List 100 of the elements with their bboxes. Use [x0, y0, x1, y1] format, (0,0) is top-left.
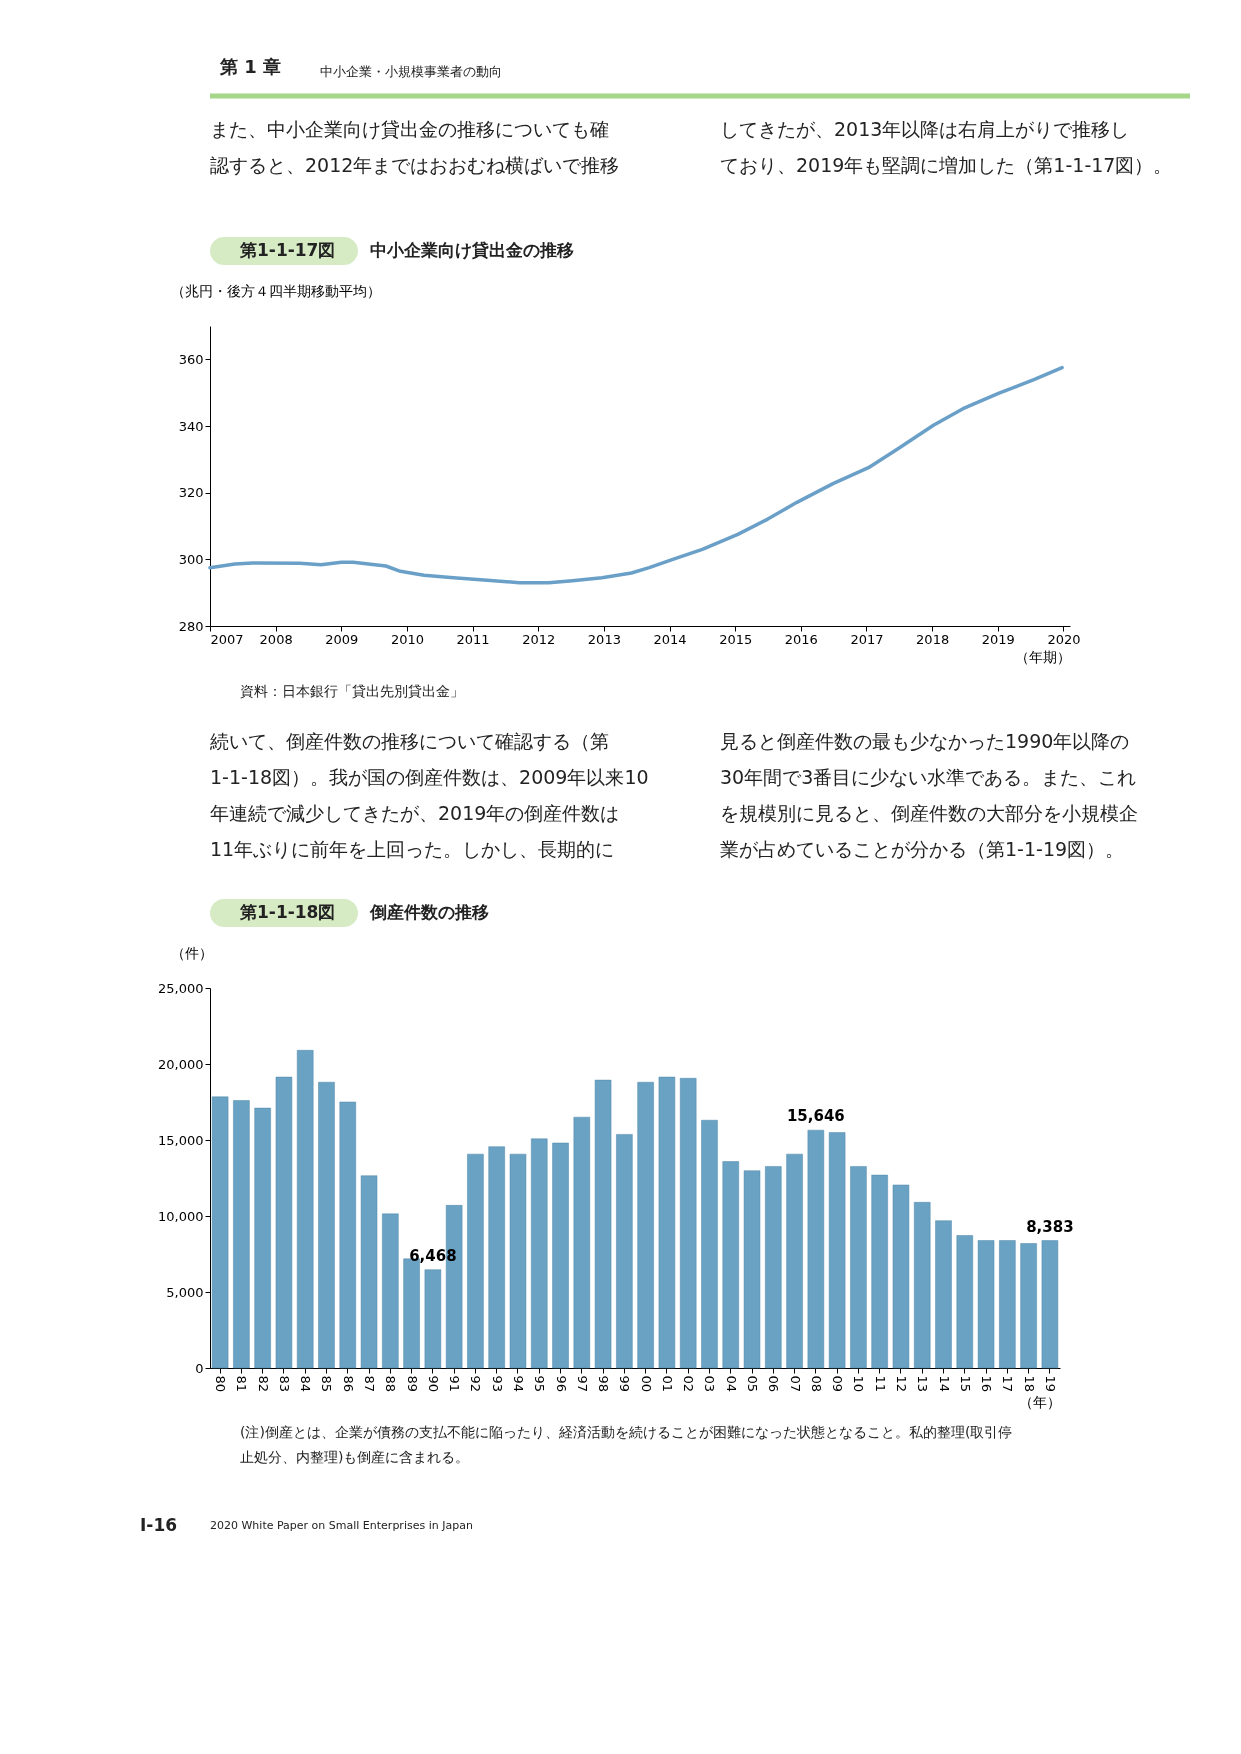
text: 中小企業・小規模事業者の動向 [320, 64, 502, 79]
bar [828, 1132, 846, 1369]
text: 認すると、2012年まではおおむね横ばいで推移 [210, 154, 620, 176]
text: を規模別に見ると、倒産件数の大部分を小規模企 [720, 802, 1138, 824]
y-tick-label: 25,000 [158, 980, 204, 996]
x-tick-label: 82 [255, 1375, 271, 1393]
text: 年連続で減少してきたが、2019年の倒産件数は [210, 802, 620, 824]
y-axis-title: （件） [170, 944, 213, 961]
bar [807, 1129, 825, 1369]
x-tick-label: 99 [617, 1375, 633, 1393]
bar [488, 1146, 505, 1369]
bar [233, 1100, 250, 1369]
text: (注)倒産とは、企業が債務の支払不能に陥ったり、経済活動を続けることが困難になった状態となること。私的整理(取引停 [240, 1424, 1013, 1440]
y-tick-label: 15,000 [158, 1132, 204, 1148]
y-tick-label: 10,000 [158, 1208, 204, 1224]
x-tick-label: 19 [1042, 1375, 1058, 1393]
x-tick-label: 2010 [390, 631, 424, 647]
x-tick-label: 11 [872, 1375, 888, 1393]
text: 30年間で3番目に少ない水準である。また、これ [720, 766, 1137, 788]
y-tick-label: 340 [178, 418, 204, 434]
x-tick-label: 97 [574, 1375, 590, 1393]
x-tick-label: 90 [425, 1375, 441, 1393]
bar [658, 1076, 676, 1369]
x-tick-label: 2012 [522, 631, 556, 647]
bar [254, 1107, 271, 1369]
x-tick-label: 05 [745, 1375, 761, 1393]
bar [1041, 1240, 1059, 1369]
bar [552, 1142, 569, 1369]
x-tick-label: 2008 [259, 631, 293, 647]
bar [594, 1079, 612, 1369]
x-tick-label: 00 [638, 1375, 654, 1393]
bar [977, 1240, 995, 1369]
text: また、中小企業向け貸出金の推移についても確 [210, 118, 609, 140]
text: 業が占めていることが分かる（第1-1-19図）。 [720, 838, 1125, 860]
x-tick-label: 93 [489, 1375, 505, 1393]
x-axis-title: （年期） [1014, 648, 1071, 665]
text: 止処分、内整理)も倒産に含まれる。 [240, 1449, 470, 1465]
x-tick-label: 88 [383, 1375, 399, 1393]
x-tick-label: 08 [808, 1375, 824, 1393]
x-tick-label: 03 [702, 1375, 718, 1393]
chart-title: 中小企業向け貸出金の推移 [370, 240, 574, 260]
x-tick-label: 16 [979, 1375, 995, 1393]
x-tick-label: 09 [830, 1375, 846, 1393]
x-tick-label: 91 [447, 1375, 463, 1393]
x-tick-label: 06 [766, 1375, 782, 1393]
y-tick-label: 280 [178, 618, 204, 634]
text: Ⅰ-16 [140, 1515, 178, 1535]
bar [935, 1220, 952, 1369]
bar [765, 1166, 782, 1369]
data-label: 15,646 [786, 1107, 845, 1126]
x-tick-label: 81 [234, 1375, 250, 1393]
x-tick-label: 13 [915, 1375, 931, 1393]
y-axis-title: （兆円・後方４四半期移動平均） [170, 282, 381, 299]
bar [871, 1174, 888, 1369]
bar [914, 1202, 931, 1369]
x-tick-label: 2011 [456, 631, 490, 647]
y-tick-label: 360 [178, 351, 204, 367]
x-tick-label: 2015 [719, 631, 753, 647]
x-tick-label: 17 [1000, 1375, 1016, 1393]
x-tick-label: 86 [340, 1375, 356, 1393]
x-tick-label: 83 [276, 1375, 292, 1393]
x-tick-label: 15 [957, 1375, 973, 1393]
x-tick-label: 92 [468, 1375, 484, 1393]
text: ており、2019年も堅調に増加した（第1-1-17図）。 [720, 154, 1173, 176]
chart-subtitle: 第1-1-17図 [239, 240, 336, 260]
x-tick-label: 14 [936, 1375, 952, 1393]
x-tick-label: 94 [510, 1375, 526, 1393]
bar [850, 1166, 867, 1369]
bar [211, 1096, 229, 1369]
x-tick-label: 12 [893, 1375, 909, 1393]
bar [318, 1081, 335, 1369]
bar [360, 1175, 378, 1369]
text: 2020 White Paper on Small Enterprises in Japan [210, 1519, 473, 1532]
bar [382, 1213, 399, 1369]
bar [424, 1269, 442, 1369]
x-tick-label: 96 [553, 1375, 569, 1393]
x-tick-label: 2020 [1047, 631, 1081, 647]
x-tick-label: 98 [596, 1375, 612, 1393]
y-tick-label: 300 [178, 551, 204, 567]
data-label: 8,383 [1026, 1217, 1074, 1236]
x-tick-label: 10 [851, 1375, 867, 1393]
bar [531, 1138, 548, 1369]
x-tick-label: 85 [319, 1375, 335, 1393]
x-tick-label: 2013 [587, 631, 621, 647]
x-tick-label: 2007 [210, 631, 244, 647]
x-tick-label: 18 [1021, 1375, 1037, 1393]
x-tick-label: 02 [681, 1375, 697, 1393]
x-tick-label: 2018 [916, 631, 950, 647]
x-axis-title: （年） [1018, 1394, 1061, 1411]
line-series [208, 365, 1064, 585]
bar [339, 1101, 356, 1369]
text: 見ると倒産件数の最も少なかった1990年以降の [720, 730, 1130, 752]
text: 資料：日本銀行「貸出先別貸出金」 [240, 683, 464, 699]
bar [701, 1119, 718, 1369]
x-tick-label: 2016 [784, 631, 818, 647]
text: 続いて、倒産件数の推移について確認する（第 [209, 730, 609, 752]
text: 11年ぶりに前年を上回った。しかし、長期的に [210, 838, 615, 860]
text: 1-1-18図）。我が国の倒産件数は、2009年以来10 [210, 766, 649, 788]
bar [743, 1170, 761, 1369]
y-tick-label: 0 [195, 1360, 204, 1376]
